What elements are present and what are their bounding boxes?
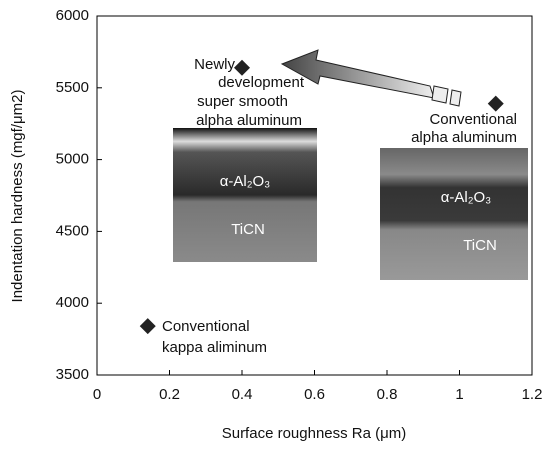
y-tick-label: 4000	[56, 294, 89, 311]
annotation: Conventional	[429, 111, 517, 128]
y-tick-label: 3500	[56, 366, 89, 383]
annotation: Newly	[194, 56, 235, 73]
inset-image	[380, 148, 528, 280]
annotation: alpha aluminum	[411, 129, 517, 146]
x-tick-label: 0	[93, 386, 101, 403]
x-tick-label: 0.6	[304, 386, 325, 403]
y-tick-label: 6000	[56, 7, 89, 24]
arrow-tail	[450, 90, 461, 106]
annotation: super smooth	[197, 93, 288, 110]
y-tick-label: 5500	[56, 79, 89, 96]
x-axis-label: Surface roughness Ra (μm)	[222, 425, 407, 442]
x-tick-label: 1	[455, 386, 463, 403]
x-tick-label: 1.2	[522, 386, 543, 403]
y-axis-label: Indentation hardness (mgf/μm2)	[9, 90, 26, 303]
y-tick-label: 5000	[56, 151, 89, 168]
annotation: kappa aliminum	[162, 339, 267, 356]
inset-label: α-Al₂O₃	[220, 173, 271, 190]
inset-label: α-Al₂O₃	[441, 189, 492, 206]
x-tick-label: 0.8	[377, 386, 398, 403]
annotation: Conventional	[162, 318, 250, 335]
arrow-tail	[432, 86, 448, 103]
inset-image	[173, 128, 317, 262]
annotation: development	[218, 74, 305, 91]
point	[140, 318, 156, 334]
x-tick-label: 0.4	[232, 386, 253, 403]
y-tick-label: 4500	[56, 222, 89, 239]
inset-label: TiCN	[231, 221, 265, 238]
x-tick-label: 0.2	[159, 386, 180, 403]
arrow	[282, 50, 434, 98]
chart: α-Al₂O₃ TiCN α-Al₂O₃ TiCN Newly developm…	[0, 0, 544, 445]
annotation: alpha aluminum	[196, 112, 302, 129]
point	[488, 96, 504, 112]
inset-label: TiCN	[463, 237, 497, 254]
